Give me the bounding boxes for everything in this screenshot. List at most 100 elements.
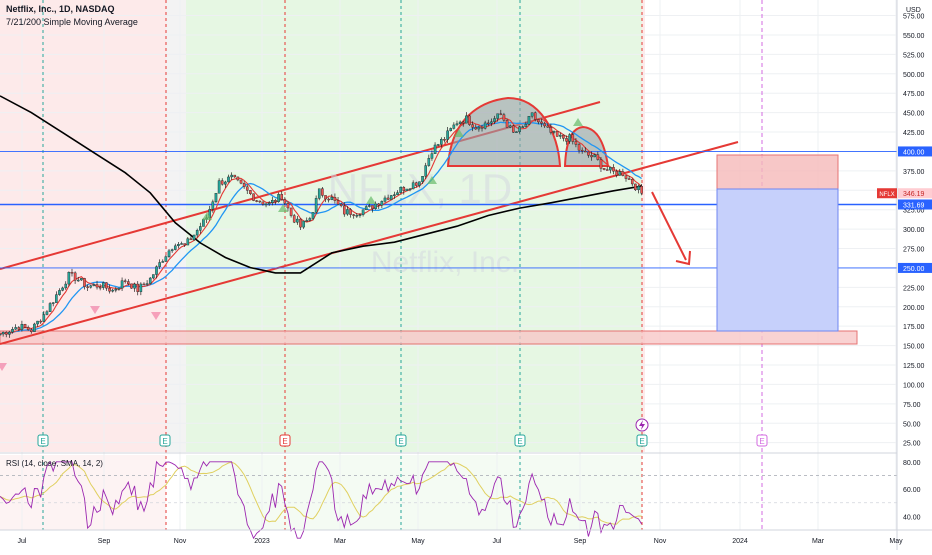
candle-body [634, 183, 637, 191]
earnings-marker[interactable] [756, 434, 768, 447]
candle-body [321, 188, 324, 196]
price-tick-label: 125.00 [903, 363, 925, 370]
candle-body [558, 134, 562, 137]
rsi-ma-line [0, 461, 642, 525]
candle-body [152, 274, 155, 279]
earnings-marker[interactable] [514, 434, 526, 447]
background-zones [0, 0, 645, 530]
candle-body [396, 192, 399, 195]
candle-body [274, 200, 277, 202]
candle-body [521, 126, 525, 128]
candle-body [224, 181, 227, 185]
down-arrow-shaft [651, 191, 687, 261]
candle-body [64, 283, 68, 289]
candle-body [418, 181, 421, 186]
earnings-marker-label: E [639, 437, 644, 446]
candle-body [299, 218, 302, 228]
candle-body [421, 176, 424, 182]
currency-label: USD [906, 7, 921, 14]
take-profit-zone [716, 188, 839, 332]
candle-body [555, 131, 559, 137]
candle-body [330, 197, 334, 200]
candle-body [602, 168, 606, 170]
rsi-green-zone [186, 455, 642, 530]
candle-body [530, 112, 534, 117]
candle-body [114, 289, 118, 291]
candle-body [161, 261, 165, 263]
candle-body [405, 188, 409, 191]
rsi-tick-label: 60.00 [903, 487, 921, 494]
candle-body [95, 284, 99, 288]
candle-body [252, 193, 255, 201]
candle-body [343, 205, 346, 215]
sell-signal-triangle [90, 306, 100, 314]
candle-body [571, 134, 575, 142]
candle-body [584, 150, 587, 153]
candle-body [199, 226, 202, 231]
candle-body [73, 272, 77, 281]
candle-body [51, 302, 55, 304]
flash-icon [639, 420, 645, 430]
candle-body [455, 123, 459, 126]
buy-signal-triangle [278, 204, 288, 212]
price-tick-label: 25.00 [903, 441, 921, 448]
candle-body [474, 127, 478, 130]
candle-body [565, 138, 568, 142]
candle-body [130, 283, 133, 289]
price-tick-label: 550.00 [903, 33, 925, 40]
price-tick-label: 500.00 [903, 72, 925, 79]
candle-body [167, 250, 171, 257]
candle-body [289, 207, 293, 216]
candle-body [527, 116, 531, 125]
symbol-title: Netflix, Inc., 1D, NASDAQ [6, 4, 115, 14]
short-position-tool[interactable] [716, 154, 839, 332]
stop-loss-zone [716, 154, 839, 190]
candle-body [36, 320, 39, 325]
candle-body [493, 118, 496, 122]
candle-body [30, 329, 33, 332]
earnings-marker[interactable] [279, 434, 291, 447]
candle-body [580, 149, 584, 152]
candle-body [86, 286, 89, 288]
buy-signal-triangle [427, 176, 437, 184]
candle-body [70, 272, 74, 274]
rsi-line [0, 460, 642, 540]
price-tick-label: 275.00 [903, 247, 925, 254]
level-price-tag [898, 262, 932, 273]
candle-body [26, 327, 30, 330]
price-axis-bg [897, 0, 932, 550]
candle-body [512, 125, 515, 133]
candle-body [383, 197, 387, 202]
candle-body [233, 174, 237, 178]
candle-body [605, 169, 609, 171]
candle-body [4, 331, 8, 335]
candle-body [155, 266, 158, 275]
price-tags: 400.00 NFLX 346.19 331.69 250.00 [877, 146, 932, 273]
rsi-pane [0, 452, 932, 540]
candle-body [173, 245, 177, 250]
price-tick-label: 150.00 [903, 344, 925, 351]
candle-body [180, 243, 183, 245]
earnings-marker[interactable] [395, 434, 407, 447]
candle-body [308, 218, 312, 221]
time-axis[interactable]: Jul Sep Nov 2023 Mar May Jul Sep Nov 2024 Mar May [0, 529, 932, 545]
time-tick-label: Mar [812, 538, 825, 545]
candle-body [261, 201, 265, 205]
candle-body [346, 209, 349, 215]
candle-body [543, 123, 546, 127]
candle-body [524, 124, 528, 127]
earnings-marker[interactable] [159, 434, 171, 447]
candle-body [227, 176, 230, 183]
down-arrow-head [675, 250, 691, 266]
candle-body [286, 203, 290, 209]
candle-body [502, 114, 506, 121]
earnings-marker[interactable] [636, 434, 648, 447]
candle-body [339, 203, 343, 207]
earnings-marker[interactable] [37, 434, 49, 447]
candle-body [92, 284, 96, 286]
candle-body [317, 188, 321, 199]
